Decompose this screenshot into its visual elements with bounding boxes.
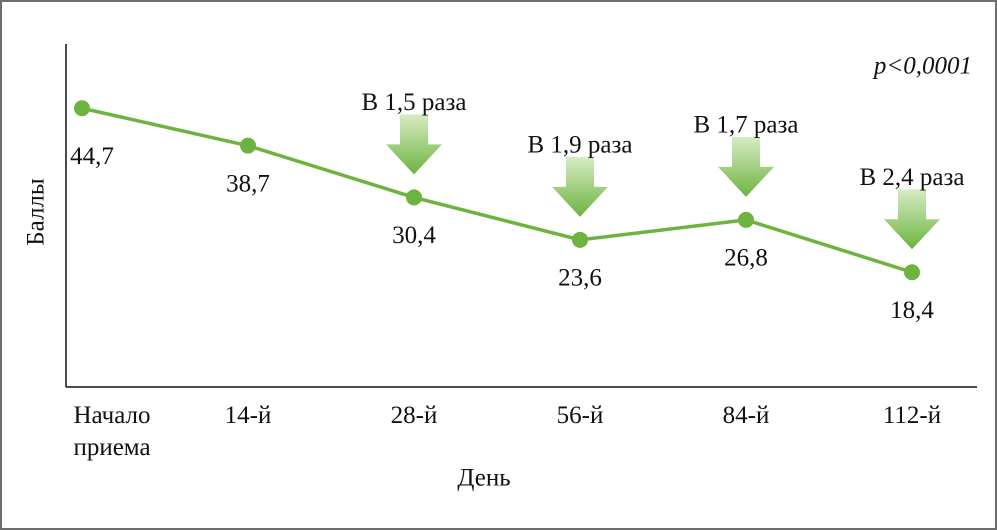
data-label: 30,4 (392, 222, 436, 249)
x-tick-label: 112-й (882, 402, 942, 429)
annotation: В 1,7 раза (694, 112, 799, 139)
data-point (406, 189, 422, 206)
data-point (572, 231, 588, 248)
y-axis-label: Баллы (23, 178, 50, 246)
data-line (81, 106, 913, 274)
data-label: 26,8 (724, 245, 768, 272)
data-point (240, 137, 256, 154)
data-point (738, 211, 754, 228)
x-tick-label: 28-й (390, 402, 438, 429)
x-axis-label: День (457, 465, 510, 492)
decrease-arrow (386, 114, 442, 175)
decrease-arrow (884, 189, 940, 250)
annotation: В 2,4 раза (860, 164, 965, 191)
data-label: 44,7 (70, 143, 114, 170)
x-tick-label: 56-й (556, 402, 604, 429)
data-label: 23,6 (558, 265, 602, 292)
data-label: 18,4 (890, 297, 934, 324)
data-point (74, 100, 90, 117)
decrease-arrow (552, 156, 608, 217)
p-value-note: p<0,0001 (872, 53, 972, 80)
x-tick-label: Начало приема (73, 402, 151, 461)
decrease-arrow (718, 136, 774, 197)
annotation: В 1,9 раза (528, 132, 633, 159)
data-point (904, 264, 920, 281)
x-tick-label: 84-й (722, 402, 770, 429)
annotation: В 1,5 раза (362, 89, 467, 116)
x-tick-label: 14-й (224, 402, 272, 429)
data-label: 38,7 (226, 170, 270, 197)
